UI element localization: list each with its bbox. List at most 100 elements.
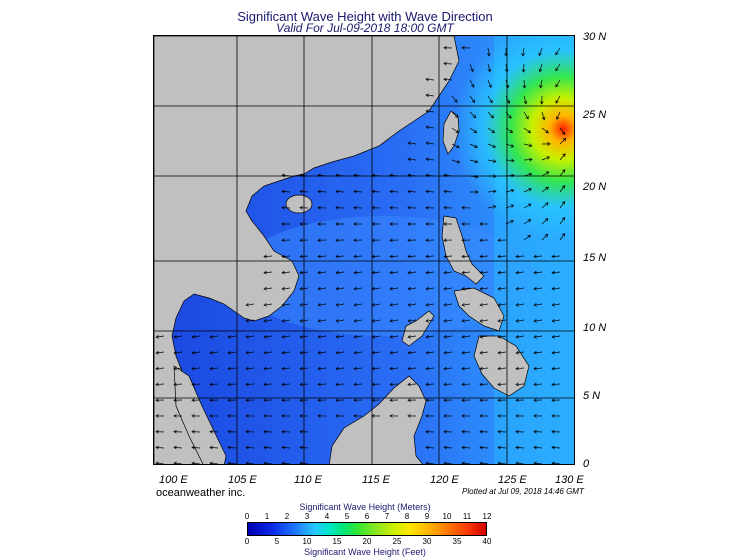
wave-arrow-head (335, 286, 339, 291)
legend-meters-tick: 3 (304, 512, 310, 521)
legend-meters-tick: 10 (442, 512, 452, 521)
wave-arrow-head (555, 51, 559, 56)
wave-arrow (282, 367, 291, 370)
wave-arrow-head (263, 319, 267, 323)
wave-arrow-head (227, 398, 231, 403)
wave-arrow-head (335, 414, 339, 418)
wave-arrow (246, 351, 255, 354)
wave-arrow-head (191, 334, 195, 339)
wave-arrow (559, 233, 565, 241)
wave-arrow (318, 303, 327, 306)
lon-label-105e: 105 E (228, 474, 257, 486)
wave-arrow (354, 335, 363, 338)
wave-arrow-head (173, 461, 177, 464)
wave-arrow (300, 174, 309, 177)
wave-arrow (555, 79, 561, 88)
wave-arrow (246, 367, 255, 370)
wave-arrow (209, 383, 219, 385)
wave-arrow (426, 110, 435, 113)
wave-arrow (515, 383, 525, 385)
wave-arrow-head (497, 334, 501, 339)
wave-arrow-head (461, 45, 465, 50)
wave-arrow-head (299, 398, 303, 403)
wave-arrow (299, 446, 309, 449)
wave-arrow-head (443, 173, 447, 178)
wave-arrow-head (533, 270, 537, 275)
wave-arrow-head (425, 414, 429, 418)
wave-arrow (300, 367, 309, 370)
wave-arrow-head (443, 45, 447, 50)
legend-feet-tick: 25 (392, 537, 402, 546)
wave-arrow-head (479, 222, 483, 226)
wave-arrow-head (533, 398, 537, 403)
wave-arrow-head (461, 445, 465, 450)
wave-arrow-head (191, 445, 195, 450)
wave-arrow-head (281, 189, 285, 194)
wave-arrow (372, 271, 381, 274)
lon-label-130e: 130 E (555, 474, 584, 486)
wave-arrow (505, 189, 514, 193)
wave-arrow-head (489, 99, 493, 104)
legend-meters-tick: 5 (344, 512, 350, 521)
legend-feet-tick: 15 (332, 537, 342, 546)
wave-arrow-head (443, 302, 447, 307)
wave-arrow-head (551, 254, 555, 259)
wave-arrow (444, 78, 453, 81)
wave-arrow-head (461, 286, 465, 291)
wave-arrow-head (389, 398, 393, 403)
wave-arrow-head (299, 350, 303, 355)
wave-arrow-head (425, 270, 429, 275)
wave-arrow (408, 319, 417, 322)
wave-arrow-head (425, 254, 429, 259)
graticule (154, 36, 574, 464)
wave-arrow-head (486, 53, 491, 57)
wave-arrow (487, 205, 496, 209)
wave-arrow-head (317, 350, 321, 355)
wave-arrow-head (545, 129, 549, 134)
wave-arrow-head (479, 461, 483, 464)
wave-arrow (336, 174, 345, 177)
wave-arrow-head (281, 366, 285, 371)
wave-arrow (300, 287, 309, 290)
lon-label-120e: 120 E (430, 474, 459, 486)
wave-arrow-head (515, 334, 519, 339)
wave-arrow (227, 446, 237, 449)
wave-arrow (354, 367, 363, 370)
wave-arrow (263, 383, 273, 385)
wave-arrow-head (155, 334, 159, 339)
wave-arrow-head (425, 189, 429, 194)
wave-arrow (505, 111, 512, 119)
wave-arrow (408, 271, 417, 274)
wave-arrow-head (533, 334, 537, 339)
wave-arrow (281, 191, 291, 193)
wave-arrow-head (281, 350, 285, 355)
wave-arrow-head (227, 429, 231, 434)
wave-arrow (523, 234, 531, 241)
wave-arrow-head (470, 84, 475, 88)
wave-arrow (533, 383, 543, 385)
wave-arrow-head (479, 350, 483, 355)
wave-arrow-head (371, 205, 375, 210)
wave-arrow-head (479, 366, 483, 371)
wave-arrow-head (488, 84, 492, 89)
taiwan-island (442, 110, 460, 155)
wave-arrow (335, 383, 345, 385)
wave-arrow-head (425, 319, 429, 323)
wave-arrow-head (461, 302, 465, 307)
wave-arrow-head (407, 302, 411, 307)
wave-arrow (336, 351, 345, 354)
wave-arrow (408, 174, 417, 177)
wave-arrow (497, 255, 507, 257)
wave-arrow-head (299, 270, 303, 275)
wave-arrow-head (425, 222, 429, 226)
wave-arrow-head (533, 429, 537, 434)
wave-arrow-head (209, 334, 213, 339)
wave-arrow-head (474, 159, 479, 164)
wave-arrow-head (209, 366, 213, 371)
wave-arrow-head (371, 319, 375, 323)
wave-arrow-head (443, 334, 447, 339)
wave-arrow (497, 383, 507, 385)
wave-arrow-head (209, 398, 213, 403)
wave-arrow (426, 126, 435, 129)
wave-arrow (469, 127, 477, 133)
